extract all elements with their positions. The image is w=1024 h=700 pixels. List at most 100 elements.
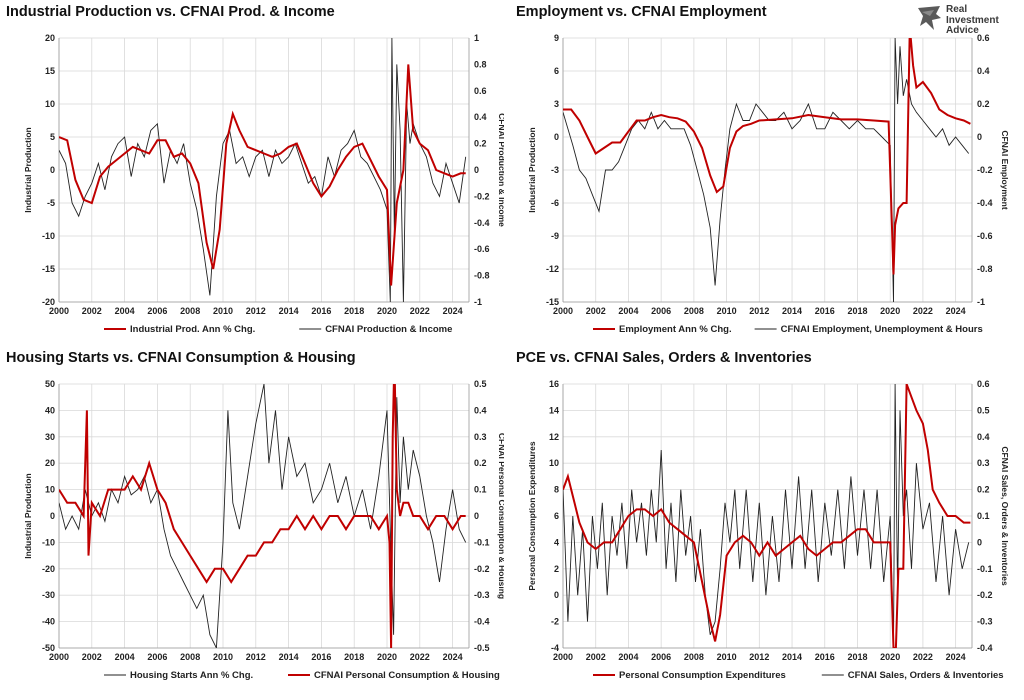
x-tick-label: 2024 [946, 306, 966, 316]
y-tick-label: -30 [42, 590, 55, 600]
y-tick-label: -9 [551, 231, 559, 241]
y2-tick-label: 0.3 [474, 432, 487, 442]
x-tick-label: 2012 [749, 652, 769, 662]
y2-tick-label: 0.2 [474, 139, 487, 149]
x-tick-label: 2022 [410, 306, 430, 316]
x-tick-label: 2022 [410, 652, 430, 662]
chart-title: Housing Starts vs. CFNAI Consumption & H… [6, 350, 356, 366]
legend-label: Personal Consumption Expenditures [619, 670, 786, 681]
chart-svg: -4 -2 0 2 4 6 8 10 12 14 16 -0.4 -0.3 -0.2 -0.1 0 0.1 0.2… [527, 379, 1010, 681]
y2-tick-label: -0.6 [474, 244, 490, 254]
x-tick-label: 2016 [311, 306, 331, 316]
y2-tick-label: 0.1 [977, 511, 990, 521]
y-tick-label: 10 [45, 99, 55, 109]
chart-panel-housing-starts: Housing Starts vs. CFNAI Consumption & H… [4, 350, 504, 696]
y-tick-label: 50 [45, 379, 55, 389]
chart-title: PCE vs. CFNAI Sales, Orders & Inventorie… [516, 350, 812, 366]
chart-title: Employment vs. CFNAI Employment [516, 4, 767, 20]
legend-label: CFNAI Employment, Unemployment & Hours [781, 324, 983, 335]
x-tick-label: 2004 [618, 306, 638, 316]
y2-tick-label: -0.2 [977, 590, 993, 600]
series-line-housing-starts-ann-chg- [59, 384, 467, 648]
y-tick-label: -20 [42, 297, 55, 307]
y2-tick-label: 0.6 [977, 33, 990, 43]
x-tick-label: 2016 [311, 652, 331, 662]
legend-label: Employment Ann % Chg. [619, 324, 732, 335]
x-tick-label: 2022 [913, 652, 933, 662]
y-axis-label: Industrial Production [23, 473, 33, 558]
series-line-industrial-prod-ann-chg- [59, 64, 466, 286]
x-tick-label: 2000 [553, 652, 573, 662]
series-line-employment-ann-chg- [563, 38, 971, 275]
x-tick-label: 2014 [279, 306, 299, 316]
y-tick-label: 40 [45, 405, 55, 415]
y2-tick-label: 0.6 [977, 379, 990, 389]
x-tick-label: 2022 [913, 306, 933, 316]
x-tick-label: 2010 [213, 306, 233, 316]
x-tick-label: 2006 [147, 652, 167, 662]
legend-label: CFNAI Sales, Orders & Inventories [848, 670, 1004, 681]
real-investment-advice-logo: Real Investment Advice [916, 4, 1016, 36]
y-tick-label: 5 [50, 132, 55, 142]
y2-tick-label: -0.1 [977, 564, 993, 574]
series-line-personal-consumption-expenditures [563, 384, 971, 648]
y-tick-label: -50 [42, 643, 55, 653]
y2-tick-label: 0 [474, 511, 479, 521]
x-tick-label: 2000 [49, 652, 69, 662]
chart-svg: -20 -15 -10 -5 0 5 10 15 20 -1 -0.8 -0.6 -0.4 -0.2 0 0.… [23, 33, 504, 335]
x-tick-label: 2004 [115, 652, 135, 662]
y-tick-label: 9 [554, 33, 559, 43]
y2-axis-label: CFNAI Personal Consumption & Housing [497, 433, 504, 599]
y2-tick-label: 0.5 [474, 379, 487, 389]
y-tick-label: -5 [47, 198, 55, 208]
y2-tick-label: 0.4 [977, 432, 990, 442]
y2-tick-label: -0.6 [977, 231, 993, 241]
y-tick-label: 2 [554, 564, 559, 574]
y2-tick-label: -1 [474, 297, 482, 307]
y-tick-label: 6 [554, 66, 559, 76]
chart-svg: -15 -12 -9 -6 -3 0 3 6 9 -1 -0.8 -0.6 -0.4 -0.2 0 0.2 0.… [527, 33, 1010, 335]
x-tick-label: 2018 [847, 652, 867, 662]
y2-tick-label: -0.5 [474, 643, 490, 653]
x-tick-label: 2014 [782, 652, 802, 662]
x-tick-label: 2008 [180, 652, 200, 662]
x-tick-label: 2004 [115, 306, 135, 316]
legend-label: Industrial Prod. Ann % Chg. [130, 324, 255, 335]
y2-tick-label: -0.8 [977, 264, 993, 274]
x-tick-label: 2008 [180, 306, 200, 316]
y-tick-label: 0 [554, 590, 559, 600]
y2-tick-label: -0.3 [474, 590, 490, 600]
y-tick-label: -3 [551, 165, 559, 175]
y-tick-label: 30 [45, 432, 55, 442]
x-tick-label: 2020 [377, 652, 397, 662]
series-line-cfnai-employment-unemployment-hours [563, 38, 970, 302]
x-tick-label: 2002 [586, 306, 606, 316]
y2-tick-label: -0.4 [474, 617, 490, 627]
x-tick-label: 2010 [717, 652, 737, 662]
y2-tick-label: -0.2 [474, 191, 490, 201]
chart-svg: -50 -40 -30 -20 -10 0 10 20 30 40 50 -0.5 -0.4 -0.3 -0… [23, 379, 504, 681]
logo-line-3: Advice [946, 25, 979, 36]
y-tick-label: -10 [42, 231, 55, 241]
y2-tick-label: -0.4 [474, 218, 490, 228]
y-axis-label: Personal Consumption Expenditures [527, 441, 537, 591]
y-tick-label: 0 [50, 511, 55, 521]
x-tick-label: 2018 [344, 306, 364, 316]
x-tick-label: 2002 [82, 306, 102, 316]
x-tick-label: 2002 [82, 652, 102, 662]
x-tick-label: 2010 [213, 652, 233, 662]
x-tick-label: 2014 [279, 652, 299, 662]
x-tick-label: 2006 [147, 306, 167, 316]
y2-tick-label: 0.2 [474, 458, 487, 468]
x-tick-label: 2000 [553, 306, 573, 316]
x-tick-label: 2024 [946, 652, 966, 662]
series-line-cfnai-production-income [59, 38, 467, 302]
y-axis-label: Industrial Production [527, 127, 537, 212]
y2-tick-label: -0.8 [474, 271, 490, 281]
y2-tick-label: -0.2 [977, 165, 993, 175]
logo-line-2: Investment [946, 14, 999, 26]
y-tick-label: -10 [42, 537, 55, 547]
y2-tick-label: 0.5 [977, 405, 990, 415]
y2-tick-label: 0.3 [977, 458, 990, 468]
x-tick-label: 2008 [684, 652, 704, 662]
